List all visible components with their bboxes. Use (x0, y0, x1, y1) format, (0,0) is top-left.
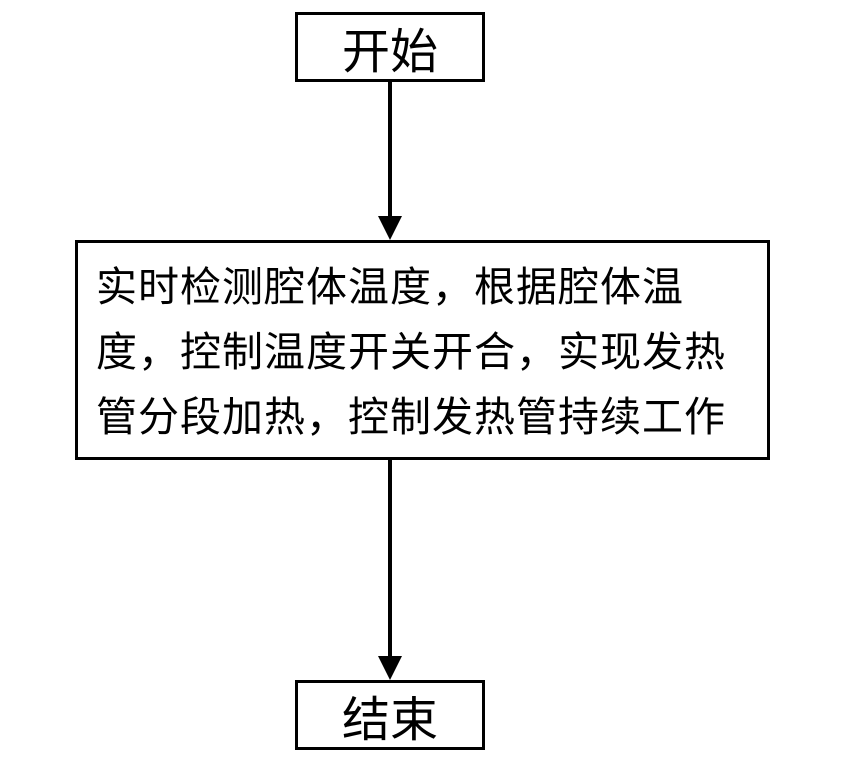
process-node: 实时检测腔体温度，根据腔体温度，控制温度开关开合，实现发热管分段加热，控制发热管… (75, 240, 770, 460)
end-node: 结束 (295, 680, 485, 750)
arrow-line (388, 82, 392, 220)
start-node: 开始 (295, 12, 485, 82)
arrow-head (378, 216, 402, 240)
process-label: 实时检测腔体温度，根据腔体温度，控制温度开关开合，实现发热管分段加热，控制发热管… (96, 255, 749, 449)
end-label: 结束 (342, 680, 438, 750)
arrow-head (378, 656, 402, 680)
arrow-line (388, 460, 392, 660)
start-label: 开始 (342, 12, 438, 82)
flowchart-container: 开始 实时检测腔体温度，根据腔体温度，控制温度开关开合，实现发热管分段加热，控制… (0, 0, 843, 783)
